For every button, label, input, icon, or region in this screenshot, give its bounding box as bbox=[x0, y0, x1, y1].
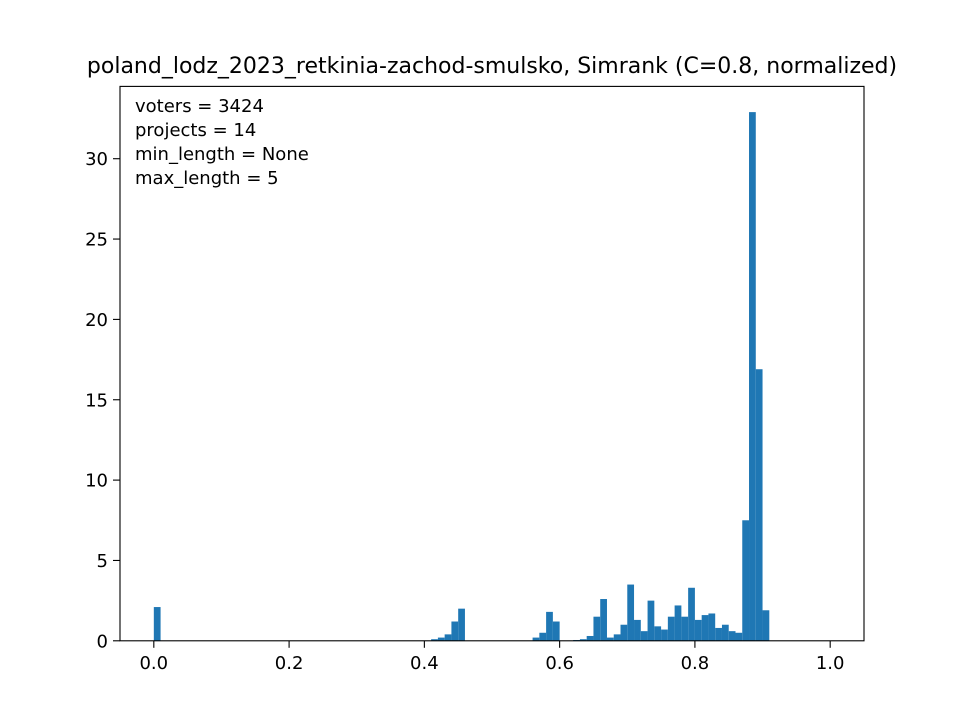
histogram-bar bbox=[546, 611, 553, 641]
histogram-bar bbox=[606, 637, 614, 641]
y-tick-label: 5 bbox=[97, 551, 108, 572]
y-tick-label: 20 bbox=[85, 310, 108, 331]
histogram-bar bbox=[667, 616, 675, 641]
histogram-bar bbox=[600, 599, 607, 641]
histogram-bar bbox=[701, 615, 709, 641]
stats-annotation: voters = 3424 projects = 14 min_length = N… bbox=[135, 96, 309, 189]
histogram-bar bbox=[634, 619, 641, 641]
histogram-bar bbox=[451, 621, 459, 641]
x-tick-label: 1.0 bbox=[816, 653, 845, 674]
y-tick-label: 30 bbox=[85, 149, 108, 170]
x-tick-label: 0.8 bbox=[681, 653, 710, 674]
histogram-bar bbox=[153, 607, 161, 641]
chart-title: poland_lodz_2023_retkinia-zachod-smulsko… bbox=[87, 54, 897, 79]
histogram-bar bbox=[431, 639, 438, 641]
histogram-bar bbox=[721, 624, 729, 641]
histogram-bar bbox=[593, 616, 601, 641]
annotation-line: min_length = None bbox=[135, 144, 309, 165]
annotation-line: voters = 3424 bbox=[135, 96, 264, 117]
x-tick-label: 0.0 bbox=[139, 653, 168, 674]
annotation-line: projects = 14 bbox=[135, 120, 256, 141]
histogram-bar bbox=[620, 624, 628, 641]
histogram-bar bbox=[458, 608, 465, 641]
histogram-bar bbox=[728, 631, 736, 641]
bars-group bbox=[153, 112, 770, 641]
x-tick-label: 0.6 bbox=[545, 653, 574, 674]
histogram-bar bbox=[694, 619, 702, 641]
histogram-bar bbox=[674, 605, 682, 641]
y-tick-label: 25 bbox=[85, 230, 108, 251]
y-tick-label: 15 bbox=[85, 390, 108, 411]
histogram-bar bbox=[762, 610, 770, 641]
annotation-line: max_length = 5 bbox=[135, 168, 279, 189]
histogram-bar bbox=[647, 600, 655, 641]
histogram-bar bbox=[539, 632, 547, 641]
y-tick-label: 10 bbox=[85, 471, 108, 492]
histogram-bar bbox=[579, 639, 587, 641]
y-tick-label: 0 bbox=[97, 631, 108, 652]
histogram-bar bbox=[532, 637, 540, 641]
histogram-bar bbox=[444, 634, 452, 641]
histogram-bar bbox=[586, 635, 594, 641]
x-tick-label: 0.4 bbox=[410, 653, 439, 674]
histogram-bar bbox=[627, 584, 635, 641]
histogram-bar bbox=[640, 631, 648, 641]
histogram-bar bbox=[613, 634, 621, 641]
histogram-bar bbox=[437, 637, 445, 641]
histogram-bar bbox=[735, 632, 743, 641]
plot-frame bbox=[119, 85, 865, 642]
y-axis: 0 5 10 15 20 25 30 bbox=[85, 149, 120, 652]
histogram-bar bbox=[742, 520, 750, 641]
histogram-bar bbox=[654, 626, 662, 641]
histogram-bar bbox=[749, 112, 756, 641]
histogram-bar bbox=[715, 627, 722, 641]
histogram-bar bbox=[661, 629, 668, 641]
histogram-bar bbox=[688, 587, 695, 641]
x-axis: 0.0 0.2 0.4 0.6 0.8 1.0 bbox=[139, 640, 845, 674]
histogram-bar bbox=[681, 616, 689, 641]
histogram-bar bbox=[755, 369, 763, 641]
x-tick-label: 0.2 bbox=[275, 653, 304, 674]
histogram-bar bbox=[708, 613, 716, 641]
histogram-bar bbox=[552, 621, 560, 641]
